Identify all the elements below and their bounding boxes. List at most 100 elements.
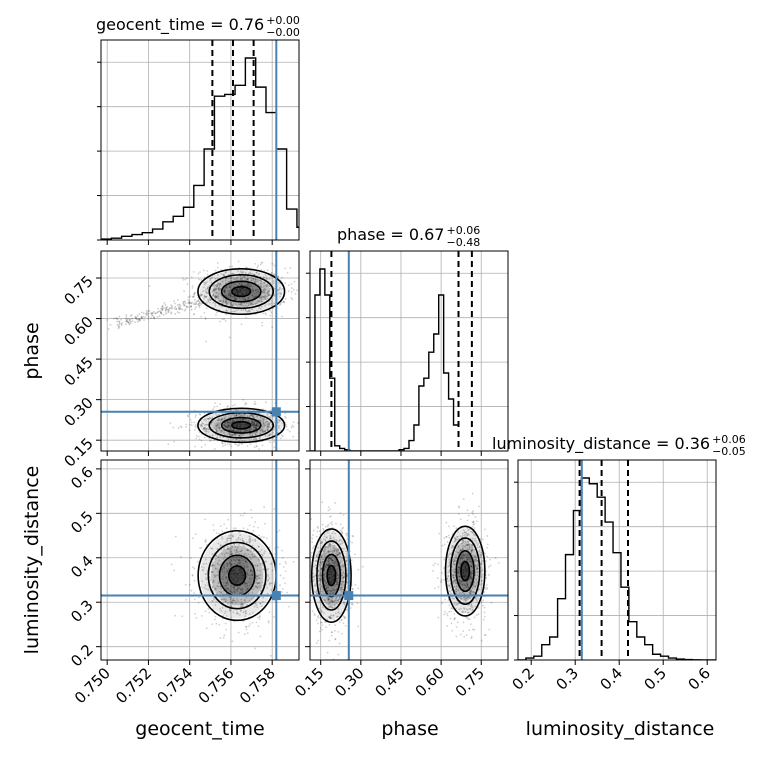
sample-point — [200, 425, 203, 428]
sample-point — [198, 302, 200, 305]
sample-point — [323, 576, 326, 579]
sample-point — [229, 302, 232, 305]
sample-point — [330, 557, 333, 559]
sample-point — [320, 585, 323, 588]
sample-point — [241, 293, 244, 296]
sample-point — [303, 605, 305, 607]
sample-point — [460, 542, 463, 545]
sample-point — [229, 427, 232, 429]
sample-point — [469, 607, 472, 610]
sample-point — [187, 296, 190, 299]
sample-point — [257, 264, 260, 267]
sample-point — [266, 292, 269, 295]
sample-point — [161, 304, 164, 307]
sample-point — [222, 297, 225, 300]
sample-point — [141, 316, 143, 319]
sample-point — [252, 423, 255, 426]
sample-point — [238, 282, 241, 285]
sample-point — [249, 613, 251, 616]
sample-point — [462, 498, 465, 501]
sample-point — [268, 426, 271, 429]
sample-point — [341, 527, 344, 530]
sample-point — [256, 586, 259, 589]
sample-point — [351, 541, 353, 544]
sample-point — [234, 438, 237, 441]
sample-point — [229, 424, 232, 427]
sample-point — [321, 563, 324, 566]
sample-point — [334, 584, 337, 587]
sample-point — [253, 555, 256, 558]
sample-point — [222, 273, 225, 276]
sample-point — [180, 426, 183, 429]
sample-point — [340, 584, 343, 587]
sample-point — [259, 569, 261, 572]
sample-point — [463, 555, 466, 558]
sample-point — [457, 571, 460, 574]
sample-point — [258, 577, 261, 580]
sample-point — [357, 568, 360, 571]
sample-point — [231, 413, 234, 416]
sample-point — [272, 615, 275, 618]
sample-point — [320, 590, 322, 593]
sample-point — [465, 569, 468, 572]
sample-point — [268, 584, 271, 586]
sample-point — [251, 414, 254, 416]
sample-point — [202, 426, 205, 429]
sample-point — [197, 303, 199, 306]
sample-point — [326, 530, 329, 533]
sample-point — [216, 405, 219, 408]
sample-point — [237, 415, 240, 417]
sample-point — [467, 585, 469, 588]
sample-point — [292, 288, 295, 291]
sample-point — [204, 282, 207, 285]
sample-point — [470, 565, 473, 568]
sample-point — [319, 592, 322, 595]
sample-point — [475, 540, 477, 542]
sample-point — [457, 513, 460, 515]
sample-point — [207, 588, 210, 591]
sample-point — [202, 269, 205, 272]
sample-point — [161, 306, 164, 309]
sample-point — [452, 558, 455, 561]
sample-point — [266, 428, 269, 431]
sample-point — [229, 273, 232, 276]
sample-point — [289, 267, 292, 269]
sample-point — [164, 308, 167, 311]
sample-point — [140, 311, 143, 314]
sample-point — [455, 590, 457, 593]
sample-point — [458, 592, 461, 595]
sample-point — [238, 614, 241, 616]
sample-point — [258, 272, 261, 275]
sample-point — [212, 580, 215, 583]
sample-point — [458, 569, 461, 572]
sample-point — [118, 326, 121, 328]
sample-point — [238, 559, 240, 562]
sample-point — [313, 576, 315, 578]
sample-point — [266, 568, 268, 571]
sample-point — [235, 277, 238, 280]
sample-point — [341, 557, 344, 560]
sample-point — [153, 317, 155, 319]
sample-point — [184, 583, 187, 586]
sample-point — [460, 549, 462, 552]
sample-point — [469, 558, 472, 561]
density-level — [222, 418, 260, 433]
sample-point — [242, 620, 245, 623]
sample-point — [251, 420, 253, 423]
sample-point — [203, 418, 206, 421]
sample-point — [170, 563, 173, 566]
sample-point — [183, 309, 186, 312]
sample-point — [230, 445, 233, 448]
sample-point — [251, 422, 254, 424]
sample-point — [242, 275, 245, 278]
sample-point — [194, 416, 197, 418]
sample-point — [258, 559, 261, 562]
sample-point — [211, 586, 214, 589]
sample-point — [219, 421, 222, 424]
sample-point — [240, 588, 243, 590]
sample-point — [231, 563, 234, 566]
sample-point — [475, 579, 478, 582]
sample-point — [198, 300, 201, 303]
sample-point — [125, 320, 127, 323]
sample-point — [217, 288, 220, 291]
